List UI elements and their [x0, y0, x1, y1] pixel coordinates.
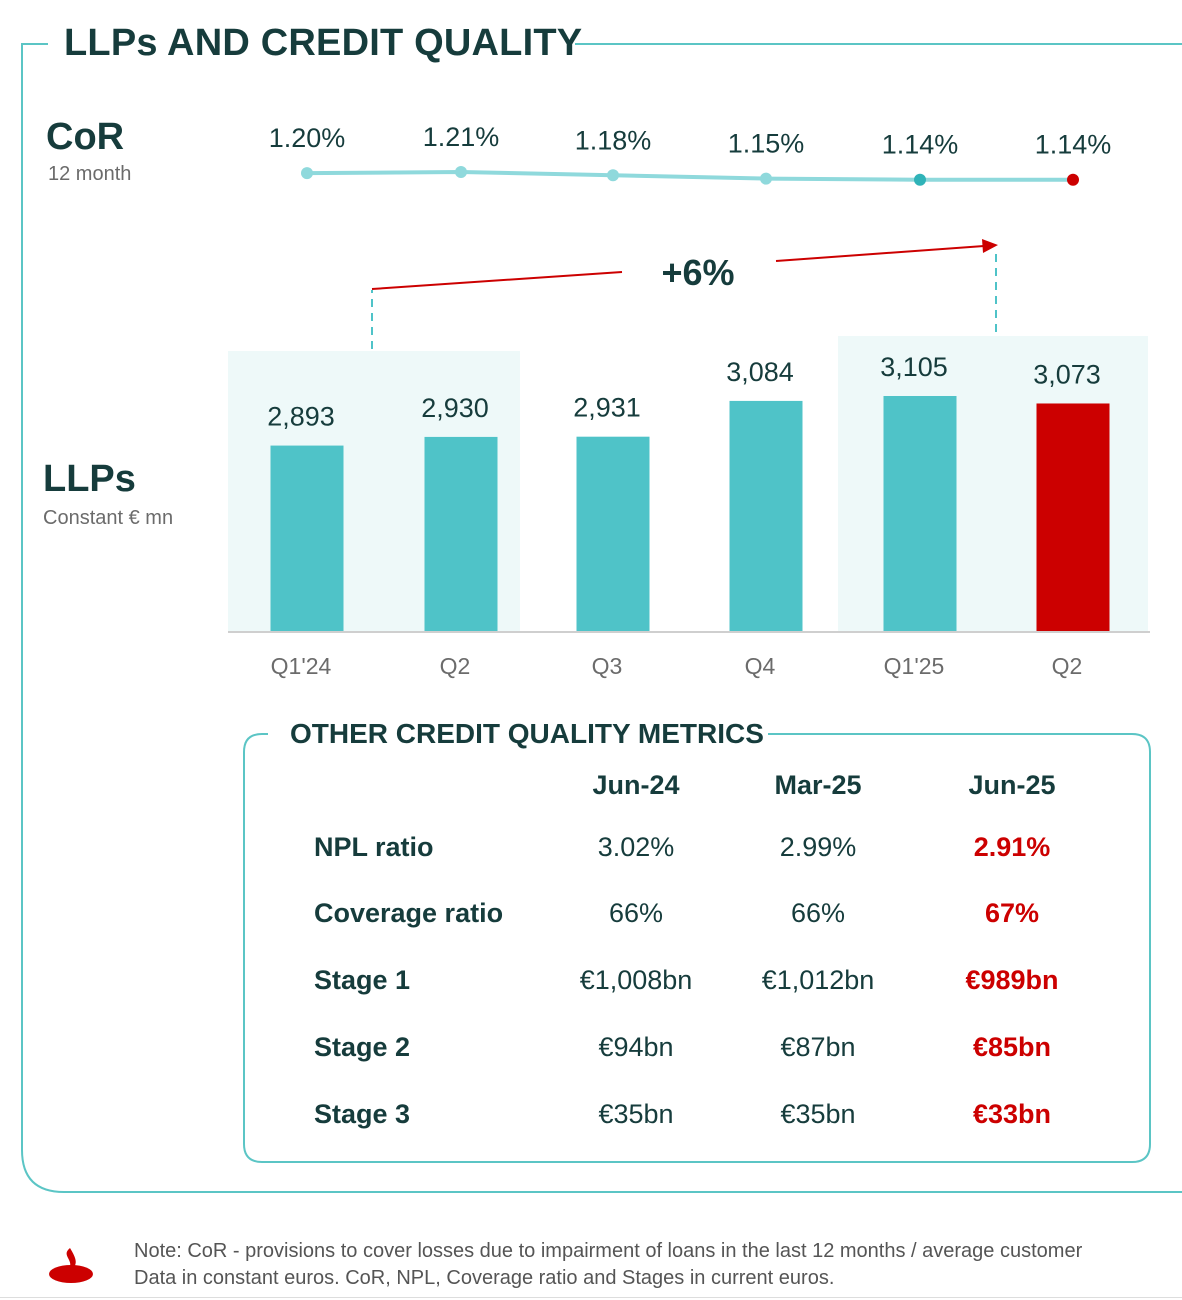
bar	[883, 396, 957, 631]
bar-value-label: 2,930	[421, 393, 489, 423]
x-tick-label: Q2	[1052, 653, 1083, 679]
cor-line	[306, 169, 1073, 182]
x-tick-label: Q3	[592, 653, 623, 679]
cell: €1,008bn	[579, 965, 693, 995]
cor-value-label: 1.15%	[728, 129, 805, 159]
x-tick-label: Q1'25	[884, 653, 945, 679]
col-header-mar25: Mar-25	[774, 770, 862, 800]
table-row: Stage 3 €35bn €35bn €33bn	[244, 1099, 1150, 1139]
footnote-line-1: Note: CoR - provisions to cover losses d…	[134, 1240, 1083, 1262]
llps-label: LLPs	[43, 458, 136, 500]
cell-highlight: 67%	[984, 898, 1040, 928]
cor-point	[607, 169, 619, 182]
x-tick-label: Q4	[745, 653, 776, 679]
cell: 66%	[790, 898, 846, 928]
row-label: Stage 3	[314, 1099, 411, 1129]
cor-value-label: 1.14%	[882, 130, 959, 160]
page-title: LLPs AND CREDIT QUALITY	[64, 22, 583, 64]
x-tick-label: Q2	[440, 653, 471, 679]
bar-value-label: 2,931	[573, 393, 641, 423]
cor-value-label: 1.18%	[575, 125, 652, 155]
growth-annotation: +6%	[661, 252, 734, 293]
bar	[270, 445, 344, 631]
charts-svg: 2,893 Q1'24 2,930 Q2 2,931 Q3 3,084 Q4 3,105 Q1'2…	[228, 122, 1150, 679]
llps-sublabel: Constant € mn	[43, 507, 174, 529]
bar-value-label: 2,893	[267, 402, 335, 432]
col-header-jun25: Jun-25	[968, 770, 1056, 800]
metrics-title: OTHER CREDIT QUALITY METRICS	[290, 718, 764, 749]
row-label: NPL ratio	[314, 832, 434, 862]
cor-sublabel: 12 month	[48, 163, 132, 185]
cell: 2.99%	[779, 832, 857, 862]
bar	[576, 436, 650, 631]
footnote: Note: CoR - provisions to cover losses d…	[134, 1238, 1182, 1292]
bar-value-label: 3,073	[1033, 359, 1101, 389]
row-label: Stage 2	[314, 1032, 411, 1062]
bar-value-label: 3,105	[880, 352, 948, 382]
footnote-line-2: Data in constant euros. CoR, NPL, Covera…	[134, 1267, 835, 1289]
table-row: Coverage ratio 66% 66% 67%	[244, 898, 1150, 938]
row-label: Coverage ratio	[314, 898, 504, 928]
bottom-rule	[0, 1297, 1182, 1298]
cell-highlight: €85bn	[972, 1032, 1052, 1062]
x-tick-label: Q1'24	[271, 653, 332, 679]
cor-value-label: 1.21%	[423, 122, 500, 152]
cell-highlight: €33bn	[972, 1099, 1052, 1129]
cell: 66%	[608, 898, 664, 928]
cor-point	[760, 172, 772, 185]
cell: €35bn	[598, 1099, 674, 1129]
cor-point	[1067, 173, 1079, 186]
table-row: Stage 2 €94bn €87bn €85bn	[244, 1032, 1150, 1072]
growth-arrowhead	[982, 239, 998, 253]
cor-label: CoR	[46, 116, 125, 158]
cor-value-label: 1.20%	[269, 123, 346, 153]
cell: €35bn	[780, 1099, 856, 1129]
bar-value-label: 3,084	[726, 357, 794, 387]
col-header-jun24: Jun-24	[592, 770, 680, 800]
cell: 3.02%	[597, 832, 675, 862]
growth-line-left	[371, 271, 623, 290]
cell-highlight: €989bn	[965, 965, 1059, 995]
cor-value-label: 1.14%	[1035, 130, 1112, 160]
table-row: Stage 1 €1,008bn €1,012bn €989bn	[244, 965, 1150, 1005]
table-row: NPL ratio 3.02% 2.99% 2.91%	[244, 832, 1150, 872]
row-label: Stage 1	[314, 965, 411, 995]
cell: €1,012bn	[761, 965, 875, 995]
cell-highlight: 2.91%	[973, 832, 1051, 862]
santander-flame-icon	[49, 1248, 93, 1283]
cor-point	[914, 173, 926, 186]
cor-point	[301, 167, 313, 180]
cell: €94bn	[598, 1032, 674, 1062]
bar	[729, 400, 803, 631]
bar	[1036, 403, 1110, 631]
cell: €87bn	[780, 1032, 856, 1062]
metrics-header-row: Jun-24 Mar-25 Jun-25	[244, 770, 1150, 810]
cor-point	[455, 166, 467, 178]
growth-line-right	[775, 245, 985, 262]
bar	[424, 436, 498, 631]
